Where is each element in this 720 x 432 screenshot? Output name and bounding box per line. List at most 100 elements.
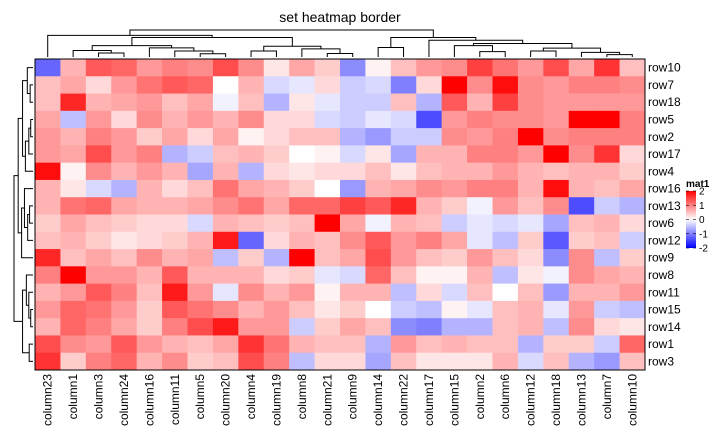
heatmap-cell (289, 352, 315, 371)
heatmap-cell (212, 318, 239, 336)
heatmap-cell (314, 110, 341, 129)
row-label: row8 (648, 268, 674, 282)
heatmap-cell (263, 162, 290, 181)
heatmap-cell (162, 179, 188, 198)
heatmap-cell (492, 162, 519, 181)
heatmap-cell (85, 249, 112, 267)
heatmap-cell (340, 179, 366, 198)
heatmap-cell (619, 214, 646, 233)
heatmap-cell (594, 249, 620, 267)
heatmap-cell (365, 214, 392, 233)
heatmap-cell (212, 266, 239, 285)
heatmap-cell (467, 335, 493, 354)
heatmap-cell (441, 76, 468, 94)
heatmap-cell (136, 214, 163, 233)
heatmap-cell (162, 300, 188, 319)
heatmap-cell (390, 318, 417, 336)
heatmap-cell (85, 162, 112, 181)
dendrogram-branch (148, 47, 195, 57)
column-label: column18 (549, 374, 563, 426)
heatmap-cell (416, 249, 443, 267)
heatmap-cell (60, 59, 87, 77)
dendrogram-branch (326, 52, 354, 57)
heatmap-cell (467, 266, 493, 285)
heatmap-cell (162, 93, 188, 112)
heatmap-cell (212, 231, 239, 250)
heatmap-cell (60, 145, 87, 164)
column-label: column1 (66, 374, 80, 420)
heatmap-cell (441, 110, 468, 129)
heatmap-cell (441, 93, 468, 112)
heatmap-cell (314, 249, 341, 267)
heatmap-cell (543, 162, 570, 181)
heatmap-cell (365, 231, 392, 250)
heatmap-cell (517, 110, 544, 129)
heatmap-cell (467, 197, 493, 215)
heatmap-cell (212, 162, 239, 181)
heatmap-cell (441, 318, 468, 336)
heatmap-cell (238, 110, 265, 129)
dendrogram-branch (377, 47, 405, 57)
column-label: column5 (193, 374, 207, 420)
heatmap-cell (467, 128, 493, 146)
column-label: column13 (574, 374, 588, 426)
heatmap-cell (492, 318, 519, 336)
heatmap-cell (60, 266, 87, 285)
heatmap-cell (111, 283, 138, 302)
heatmap-cell (619, 266, 646, 285)
row-label: row2 (648, 130, 674, 144)
heatmap-cell (238, 214, 265, 233)
heatmap-cell (187, 231, 214, 250)
heatmap-cell (136, 266, 163, 285)
heatmap-cell (416, 110, 443, 129)
heatmap-cell (340, 266, 366, 285)
heatmap-border (34, 58, 646, 371)
dendrogram-branch (542, 47, 602, 53)
heatmap-cell (263, 76, 290, 94)
heatmap-cell (85, 128, 112, 146)
heatmap-cell (619, 300, 646, 319)
heatmap-cell (85, 335, 112, 354)
heatmap-cell (162, 145, 188, 164)
heatmap-cell (85, 214, 112, 233)
heatmap-cell (111, 318, 138, 336)
heatmap-cell (60, 300, 87, 319)
heatmap-cell (492, 93, 519, 112)
heatmap-cell (365, 335, 392, 354)
heatmap-cell (568, 249, 595, 267)
heatmap-cell (340, 352, 366, 371)
heatmap-cell (416, 352, 443, 371)
row-label: row14 (648, 320, 681, 334)
row-label: row1 (648, 337, 674, 351)
heatmap-cell (289, 76, 315, 94)
row-label: row4 (648, 164, 674, 178)
row-label: row13 (648, 199, 681, 213)
heatmap-cell (162, 197, 188, 215)
heatmap-cell (289, 249, 315, 267)
heatmap-cell (594, 266, 620, 285)
heatmap-cell (187, 128, 214, 146)
dendrogram-branch (72, 50, 112, 57)
heatmap-cell (517, 162, 544, 181)
heatmap-cell (416, 266, 443, 285)
heatmap-cell (441, 352, 468, 371)
heatmap-cell (238, 128, 265, 146)
heatmap-cell (619, 162, 646, 181)
column-label: column10 (625, 374, 639, 426)
heatmap-cell (543, 59, 570, 77)
heatmap-cell (111, 266, 138, 285)
heatmap-cell (619, 179, 646, 198)
dendrogram-branch (301, 48, 341, 57)
heatmap-cell (568, 214, 595, 233)
heatmap-cell (543, 110, 570, 129)
heatmap-cell (517, 179, 544, 198)
heatmap-cell (212, 59, 239, 77)
heatmap-cell (162, 162, 188, 181)
heatmap-cell (212, 145, 239, 164)
heatmap-cell (492, 76, 519, 94)
heatmap-cell (416, 283, 443, 302)
heatmap-cell (187, 249, 214, 267)
heatmap-cell (263, 335, 290, 354)
column-label: column8 (295, 374, 309, 420)
heatmap-cell (60, 352, 87, 371)
